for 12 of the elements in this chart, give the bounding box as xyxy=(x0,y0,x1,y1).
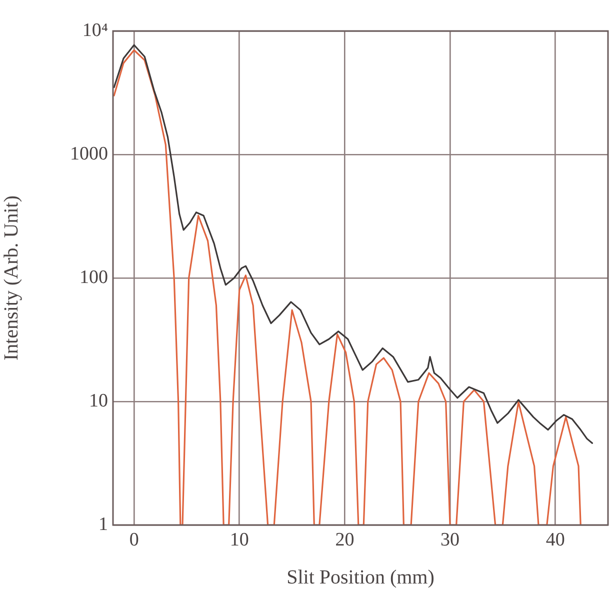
x-tick-label: 40 xyxy=(546,529,565,550)
y-tick-label: 10⁴ xyxy=(82,20,108,41)
x-tick-label: 10 xyxy=(230,529,249,550)
x-axis-title: Slit Position (mm) xyxy=(286,566,434,588)
y-tick-label: 1000 xyxy=(70,143,108,164)
y-axis-title: Intensity (Arb. Unit) xyxy=(0,196,22,360)
y-tick-label: 1 xyxy=(98,514,108,535)
y-tick-label: 100 xyxy=(80,266,108,288)
x-tick-label: 0 xyxy=(129,529,139,550)
x-tick-label: 20 xyxy=(335,529,354,550)
y-tick-label: 10 xyxy=(89,390,108,412)
x-tick-label: 30 xyxy=(440,529,460,550)
